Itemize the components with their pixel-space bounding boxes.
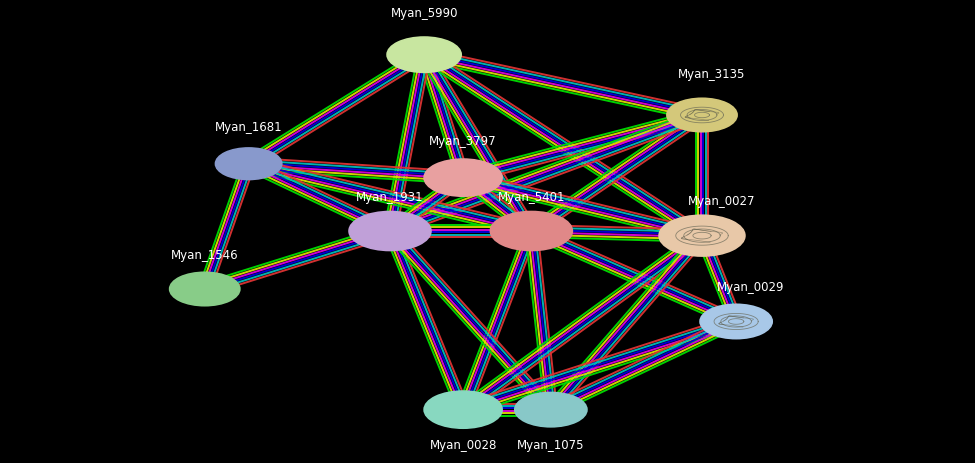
- Text: Myan_3797: Myan_3797: [429, 135, 497, 148]
- Circle shape: [490, 212, 572, 251]
- Circle shape: [424, 391, 502, 428]
- Circle shape: [215, 149, 282, 180]
- Circle shape: [667, 99, 737, 132]
- Text: Myan_1075: Myan_1075: [517, 438, 585, 451]
- Circle shape: [659, 216, 745, 257]
- Text: Myan_5401: Myan_5401: [497, 190, 566, 203]
- Text: Myan_0028: Myan_0028: [429, 438, 497, 451]
- Text: Myan_0027: Myan_0027: [687, 195, 756, 208]
- Text: Myan_1546: Myan_1546: [171, 248, 239, 261]
- Circle shape: [515, 393, 587, 427]
- Circle shape: [387, 38, 461, 73]
- Text: Myan_0029: Myan_0029: [717, 281, 785, 294]
- Text: Myan_3135: Myan_3135: [678, 68, 746, 81]
- Circle shape: [700, 305, 772, 339]
- Circle shape: [424, 160, 502, 197]
- Circle shape: [170, 273, 240, 306]
- Text: Myan_1681: Myan_1681: [214, 121, 283, 134]
- Text: Myan_5990: Myan_5990: [390, 7, 458, 20]
- Circle shape: [349, 212, 431, 251]
- Text: Myan_1931: Myan_1931: [356, 190, 424, 203]
